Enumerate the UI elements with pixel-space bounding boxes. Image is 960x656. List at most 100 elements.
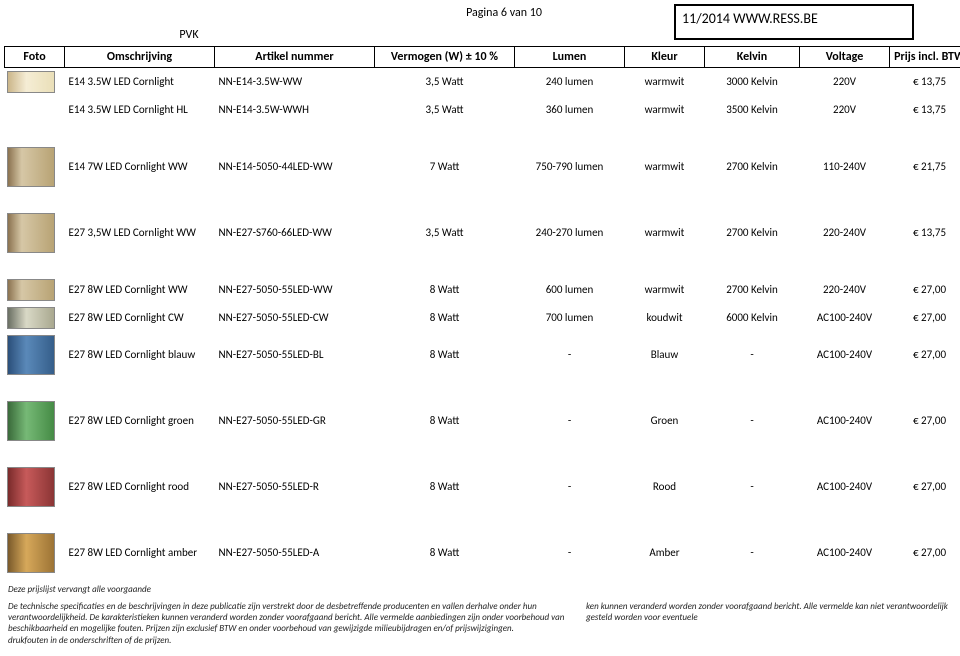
cell-kelvin: 2700 Kelvin [705, 144, 800, 190]
pvk-label: PVK [4, 4, 374, 42]
cell-lumen: 360 lumen [515, 96, 625, 124]
product-thumb [7, 467, 55, 507]
footer-right: ken kunnen veranderd worden zonder voora… [586, 601, 952, 635]
col-voltage: Voltage [800, 47, 890, 68]
cell-omschrijving: E27 8W LED Cornlight WW [65, 276, 215, 304]
cell-kleur: warmwit [625, 276, 705, 304]
product-thumb [7, 147, 55, 187]
cell-kleur: warmwit [625, 68, 705, 96]
cell-kelvin: - [705, 464, 800, 510]
cell-kelvin: 2700 Kelvin [705, 210, 800, 256]
cell-prijs: € 13,75 [890, 210, 960, 256]
footer-left: De technische specificaties en de beschr… [8, 601, 568, 635]
table-row: E27 8W LED Cornlight CWNN-E27-5050-55LED… [5, 304, 960, 332]
footer-columns: De technische specificaties en de beschr… [8, 601, 952, 635]
cell-kleur: warmwit [625, 96, 705, 124]
table-row: E14 3.5W LED CornlightNN-E14-3.5W-WW3,5 … [5, 68, 960, 96]
cell-voltage: AC100-240V [800, 332, 890, 378]
cell-kelvin: 2700 Kelvin [705, 276, 800, 304]
cell-foto [5, 304, 65, 332]
product-thumb [7, 533, 55, 573]
table-row [5, 190, 960, 210]
cell-omschrijving: E14 3.5W LED Cornlight [65, 68, 215, 96]
cell-lumen: - [515, 464, 625, 510]
cell-vermogen: 8 Watt [375, 398, 515, 444]
product-thumb [7, 71, 55, 93]
cell-omschrijving: E27 3,5W LED Cornlight WW [65, 210, 215, 256]
cell-lumen: 700 lumen [515, 304, 625, 332]
cell-prijs: € 27,00 [890, 304, 960, 332]
cell-voltage: 220V [800, 96, 890, 124]
cell-prijs: € 27,00 [890, 332, 960, 378]
cell-voltage: 220V [800, 68, 890, 96]
cell-foto [5, 398, 65, 444]
spacer-cell [5, 510, 960, 530]
table-row: E27 8W LED Cornlight blauwNN-E27-5050-55… [5, 332, 960, 378]
cell-kelvin: 3500 Kelvin [705, 96, 800, 124]
table-row: E27 8W LED Cornlight amberNN-E27-5050-55… [5, 530, 960, 576]
price-table: Foto Omschrijving Artikel nummer Vermoge… [4, 46, 960, 576]
cell-artikel: NN-E27-5050-55LED-WW [215, 276, 375, 304]
cell-lumen: 240 lumen [515, 68, 625, 96]
cell-vermogen: 8 Watt [375, 464, 515, 510]
product-thumb [7, 335, 55, 375]
cell-prijs: € 27,00 [890, 276, 960, 304]
footer-tail: drukfouten in de onderschriften of de pr… [8, 635, 952, 646]
cell-kelvin: - [705, 332, 800, 378]
top-header: PVK Pagina 6 van 10 11/2014 WWW.RESS.BE [4, 4, 956, 46]
cell-prijs: € 21,75 [890, 144, 960, 190]
cell-voltage: 220-240V [800, 276, 890, 304]
col-omschrijving: Omschrijving [65, 47, 215, 68]
table-row: E27 8W LED Cornlight WWNN-E27-5050-55LED… [5, 276, 960, 304]
cell-prijs: € 27,00 [890, 464, 960, 510]
col-kelvin: Kelvin [705, 47, 800, 68]
cell-omschrijving: E14 7W LED Cornlight WW [65, 144, 215, 190]
cell-foto [5, 96, 65, 124]
cell-kleur: warmwit [625, 144, 705, 190]
cell-foto [5, 144, 65, 190]
cell-omschrijving: E27 8W LED Cornlight amber [65, 530, 215, 576]
stamp-col: 11/2014 WWW.RESS.BE [634, 4, 956, 40]
spacer-cell [5, 378, 960, 398]
cell-omschrijving: E27 8W LED Cornlight rood [65, 464, 215, 510]
cell-lumen: 600 lumen [515, 276, 625, 304]
cell-prijs: € 13,75 [890, 96, 960, 124]
cell-prijs: € 27,00 [890, 398, 960, 444]
cell-foto [5, 276, 65, 304]
spacer-cell [5, 124, 960, 144]
table-header-row: Foto Omschrijving Artikel nummer Vermoge… [5, 47, 960, 68]
cell-vermogen: 8 Watt [375, 332, 515, 378]
table-row [5, 256, 960, 276]
cell-lumen: - [515, 332, 625, 378]
col-prijs: Prijs incl. BTW [890, 47, 960, 68]
cell-foto [5, 464, 65, 510]
cell-vermogen: 3,5 Watt [375, 96, 515, 124]
product-thumb [7, 279, 55, 301]
cell-voltage: 110-240V [800, 144, 890, 190]
cell-kleur: Amber [625, 530, 705, 576]
cell-kelvin: 6000 Kelvin [705, 304, 800, 332]
cell-artikel: NN-E27-5050-55LED-GR [215, 398, 375, 444]
cell-lumen: - [515, 530, 625, 576]
cell-prijs: € 13,75 [890, 68, 960, 96]
cell-vermogen: 3,5 Watt [375, 210, 515, 256]
cell-artikel: NN-E27-5050-55LED-A [215, 530, 375, 576]
col-vermogen: Vermogen (W) ± 10 % [375, 47, 515, 68]
table-row [5, 124, 960, 144]
cell-kelvin: 3000 Kelvin [705, 68, 800, 96]
table-row: E27 8W LED Cornlight groenNN-E27-5050-55… [5, 398, 960, 444]
table-body: E14 3.5W LED CornlightNN-E14-3.5W-WW3,5 … [5, 68, 960, 576]
page: PVK Pagina 6 van 10 11/2014 WWW.RESS.BE … [0, 0, 960, 656]
cell-omschrijving: E27 8W LED Cornlight groen [65, 398, 215, 444]
cell-voltage: AC100-240V [800, 464, 890, 510]
table-row: E27 3,5W LED Cornlight WWNN-E27-S760-66L… [5, 210, 960, 256]
cell-artikel: NN-E27-S760-66LED-WW [215, 210, 375, 256]
cell-vermogen: 7 Watt [375, 144, 515, 190]
spacer-cell [5, 190, 960, 210]
cell-artikel: NN-E27-5050-55LED-R [215, 464, 375, 510]
cell-kleur: Rood [625, 464, 705, 510]
cell-lumen: 240-270 lumen [515, 210, 625, 256]
footer-replace-note: Deze prijslijst vervangt alle voorgaande [8, 584, 952, 595]
footer: Deze prijslijst vervangt alle voorgaande… [4, 576, 956, 646]
page-number: Pagina 6 van 10 [374, 4, 634, 20]
